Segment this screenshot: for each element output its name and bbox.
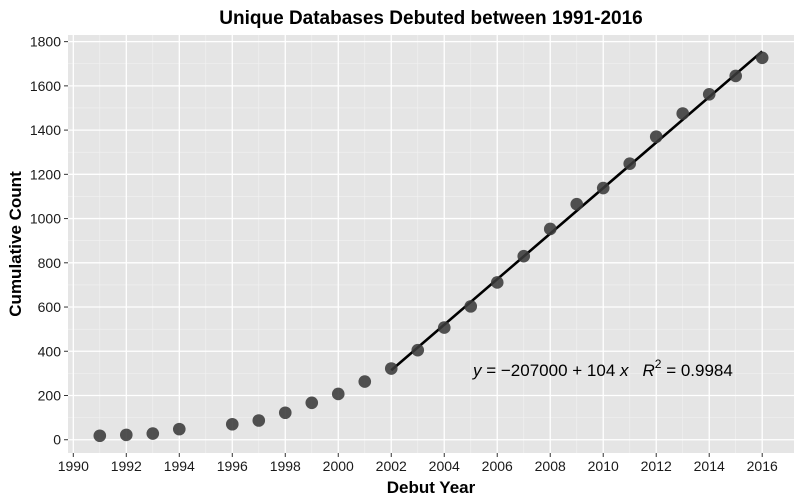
- data-point: [623, 157, 637, 171]
- points-layer: [93, 51, 769, 443]
- grid-minor: [68, 35, 794, 453]
- x-axis: 1990 1992 1994 1996 1998 2000 2002 2004 2006 2008…: [58, 453, 778, 474]
- y-axis: 0 200 400 600 800 1000 1200 1400 1600 1800: [30, 34, 68, 448]
- data-point: [278, 406, 292, 420]
- y-tick-label: 1200: [30, 166, 61, 182]
- chart-title: Unique Databases Debuted between 1991-20…: [219, 8, 642, 29]
- data-point: [411, 343, 425, 357]
- y-tick-label: 600: [38, 299, 62, 315]
- data-point: [543, 222, 557, 236]
- x-tick-label: 2004: [429, 458, 460, 474]
- y-tick-label: 1400: [30, 122, 61, 138]
- data-point: [570, 197, 584, 211]
- x-tick-label: 2008: [535, 458, 566, 474]
- data-point: [225, 417, 239, 431]
- y-axis-title: Cumulative Count: [6, 171, 25, 317]
- x-tick-label: 2006: [482, 458, 513, 474]
- annotation-r-exponent: 2: [655, 357, 662, 371]
- annotation-x-symbol: x: [619, 361, 629, 380]
- data-point: [119, 428, 133, 442]
- data-point: [490, 276, 504, 289]
- data-point: [93, 429, 107, 443]
- grid-major: [68, 35, 794, 453]
- data-point: [702, 87, 716, 101]
- y-tick-label: 1800: [30, 34, 61, 50]
- data-point: [358, 375, 372, 388]
- annotation-y-symbol: y: [472, 361, 483, 380]
- x-tick-label: 1994: [164, 458, 195, 474]
- x-tick-label: 2012: [641, 458, 672, 474]
- x-tick-label: 2014: [694, 458, 725, 474]
- x-tick-label: 1992: [111, 458, 142, 474]
- data-point: [596, 181, 610, 195]
- y-tick-label: 800: [38, 255, 62, 271]
- data-point: [172, 422, 186, 436]
- data-point: [331, 387, 345, 401]
- x-tick-label: 2002: [376, 458, 407, 474]
- data-point: [464, 300, 478, 313]
- regression-annotation: y = −207000 + 104 x R2 = 0.9984: [472, 357, 733, 380]
- y-tick-label: 200: [38, 387, 62, 403]
- data-point: [146, 427, 160, 440]
- regression-line: [390, 50, 764, 372]
- y-tick-label: 400: [38, 343, 62, 359]
- x-tick-label: 1996: [217, 458, 248, 474]
- data-point: [384, 362, 398, 375]
- x-tick-label: 2010: [588, 458, 619, 474]
- x-tick-label: 2000: [323, 458, 354, 474]
- data-point: [252, 414, 266, 427]
- data-point: [729, 69, 743, 83]
- x-axis-title: Debut Year: [387, 478, 476, 497]
- fit-layer: [390, 50, 764, 372]
- data-point: [517, 249, 531, 263]
- data-point: [649, 130, 663, 144]
- plot-panel: [68, 35, 794, 453]
- data-point: [676, 107, 690, 120]
- y-tick-label: 1000: [30, 211, 61, 227]
- y-tick-label: 1600: [30, 78, 61, 94]
- annotation-r2-value: = 0.9984: [661, 361, 732, 380]
- annotation-equation: = −207000 + 104: [482, 361, 621, 380]
- annotation-r-symbol: R: [643, 361, 655, 380]
- data-point: [305, 396, 319, 410]
- x-tick-label: 1990: [58, 458, 89, 474]
- data-point: [437, 321, 451, 334]
- x-tick-label: 2016: [747, 458, 778, 474]
- data-point: [755, 51, 769, 65]
- y-tick-label: 0: [53, 432, 61, 448]
- x-tick-label: 1998: [270, 458, 301, 474]
